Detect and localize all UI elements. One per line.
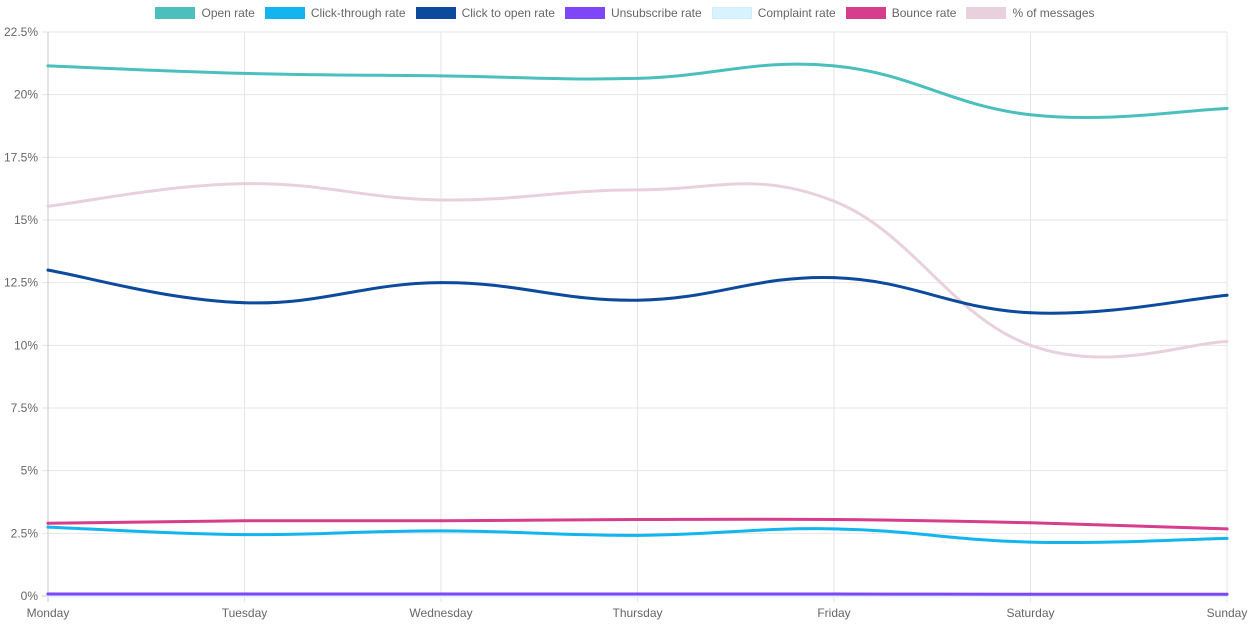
legend-swatch-complaint-rate (711, 7, 752, 19)
data-point-unsubscribe-rate-friday[interactable] (832, 592, 836, 596)
data-point-click-to-open-rate-saturday[interactable] (1029, 311, 1032, 315)
y-tick-label: 15% (14, 213, 38, 227)
data-point-open-rate-sunday[interactable] (1225, 106, 1229, 110)
data-point-percent-of-messages-thursday[interactable] (636, 188, 639, 192)
chart-series (46, 62, 1229, 598)
x-tick-label-wednesday: Wednesday (409, 606, 472, 620)
data-point-click-through-rate-monday[interactable] (46, 525, 50, 529)
data-point-percent-of-messages-tuesday[interactable] (243, 182, 246, 186)
data-point-click-to-open-rate-monday[interactable] (46, 268, 50, 272)
data-point-bounce-rate-wednesday[interactable] (439, 519, 443, 523)
data-point-click-to-open-rate-tuesday[interactable] (243, 301, 246, 305)
data-point-open-rate-tuesday[interactable] (243, 71, 246, 75)
y-tick-label: 17.5% (4, 150, 38, 164)
y-tick-label: 5% (21, 464, 39, 478)
legend-swatch-click-to-open-rate (415, 7, 456, 19)
legend-item-complaint-rate[interactable]: Complaint rate (711, 6, 836, 20)
legend-item-click-to-open-rate[interactable]: Click to open rate (415, 6, 555, 20)
data-point-percent-of-messages-wednesday[interactable] (439, 198, 443, 202)
data-point-click-through-rate-saturday[interactable] (1029, 540, 1032, 544)
x-tick-label-friday: Friday (817, 606, 850, 620)
y-tick-label: 22.5% (4, 25, 38, 39)
legend-item-click-through-rate[interactable]: Click-through rate (264, 6, 406, 20)
data-point-unsubscribe-rate-thursday[interactable] (636, 592, 639, 596)
data-point-click-through-rate-sunday[interactable] (1225, 536, 1229, 540)
data-point-open-rate-thursday[interactable] (636, 76, 639, 80)
data-point-click-to-open-rate-thursday[interactable] (636, 298, 639, 302)
y-axis-labels: 0% 2.5% 5% 7.5% 10% 12.5% 15% 17.5% 20% 22.5% (4, 25, 38, 603)
x-tick-label-sunday: Sunday (1207, 606, 1248, 620)
data-point-open-rate-monday[interactable] (46, 64, 50, 68)
data-point-bounce-rate-sunday[interactable] (1225, 527, 1229, 531)
legend-label-click-to-open-rate: Click to open rate (461, 6, 555, 20)
data-point-percent-of-messages-saturday[interactable] (1029, 343, 1032, 347)
data-point-bounce-rate-monday[interactable] (46, 521, 50, 525)
y-tick-label: 10% (14, 338, 38, 352)
data-point-unsubscribe-rate-sunday[interactable] (1225, 592, 1229, 596)
legend-swatch-open-rate (155, 7, 196, 19)
data-point-click-to-open-rate-wednesday[interactable] (439, 281, 443, 285)
data-point-open-rate-saturday[interactable] (1029, 113, 1032, 117)
legend-label-open-rate: Open rate (201, 6, 255, 20)
legend-label-unsubscribe-rate: Unsubscribe rate (610, 6, 702, 20)
y-tick-label: 0% (21, 589, 39, 603)
data-point-click-to-open-rate-friday[interactable] (832, 276, 836, 280)
y-tick-label: 12.5% (4, 276, 38, 290)
data-point-click-to-open-rate-sunday[interactable] (1225, 293, 1229, 297)
x-tick-label-thursday: Thursday (612, 606, 662, 620)
data-point-unsubscribe-rate-tuesday[interactable] (243, 592, 246, 596)
data-point-click-through-rate-tuesday[interactable] (243, 533, 246, 537)
data-point-percent-of-messages-sunday[interactable] (1225, 340, 1229, 344)
data-point-click-through-rate-thursday[interactable] (636, 533, 639, 537)
data-point-bounce-rate-thursday[interactable] (636, 518, 639, 522)
data-point-bounce-rate-tuesday[interactable] (243, 519, 246, 523)
legend-swatch-percent-of-messages (966, 7, 1007, 19)
legend-label-percent-of-messages: % of messages (1012, 6, 1095, 20)
data-point-unsubscribe-rate-saturday[interactable] (1029, 592, 1032, 596)
legend-swatch-click-through-rate (264, 7, 305, 19)
x-tick-label-tuesday: Tuesday (222, 606, 268, 620)
data-point-bounce-rate-friday[interactable] (832, 518, 836, 522)
legend-swatch-unsubscribe-rate (564, 7, 605, 19)
legend-item-open-rate[interactable]: Open rate (155, 6, 255, 20)
x-axis-labels: Monday Tuesday Wednesday Thursday Friday Satu… (27, 606, 1248, 620)
x-tick-label-monday: Monday (27, 606, 70, 620)
legend-item-percent-of-messages[interactable]: % of messages (966, 6, 1095, 20)
legend-item-bounce-rate[interactable]: Bounce rate (845, 6, 957, 20)
y-tick-label: 2.5% (11, 526, 39, 540)
legend-item-unsubscribe-rate[interactable]: Unsubscribe rate (564, 6, 702, 20)
data-point-percent-of-messages-monday[interactable] (46, 204, 50, 208)
data-point-open-rate-wednesday[interactable] (439, 74, 443, 78)
x-tick-label-saturday: Saturday (1006, 606, 1054, 620)
data-point-unsubscribe-rate-wednesday[interactable] (439, 592, 443, 596)
data-point-click-through-rate-friday[interactable] (832, 527, 836, 531)
legend-label-click-through-rate: Click-through rate (310, 6, 406, 20)
data-point-percent-of-messages-friday[interactable] (832, 199, 836, 203)
y-tick-label: 7.5% (11, 401, 39, 415)
legend-label-bounce-rate: Bounce rate (891, 6, 957, 20)
chart-legend: Open rate Click-through rate Click to op… (0, 6, 1250, 20)
legend-swatch-bounce-rate (845, 7, 886, 19)
y-tick-label: 20% (14, 88, 38, 102)
data-point-unsubscribe-rate-monday[interactable] (46, 592, 50, 596)
data-point-click-through-rate-wednesday[interactable] (439, 529, 443, 533)
legend-label-complaint-rate: Complaint rate (757, 6, 836, 20)
data-point-bounce-rate-saturday[interactable] (1029, 521, 1032, 525)
data-point-open-rate-friday[interactable] (832, 64, 836, 68)
